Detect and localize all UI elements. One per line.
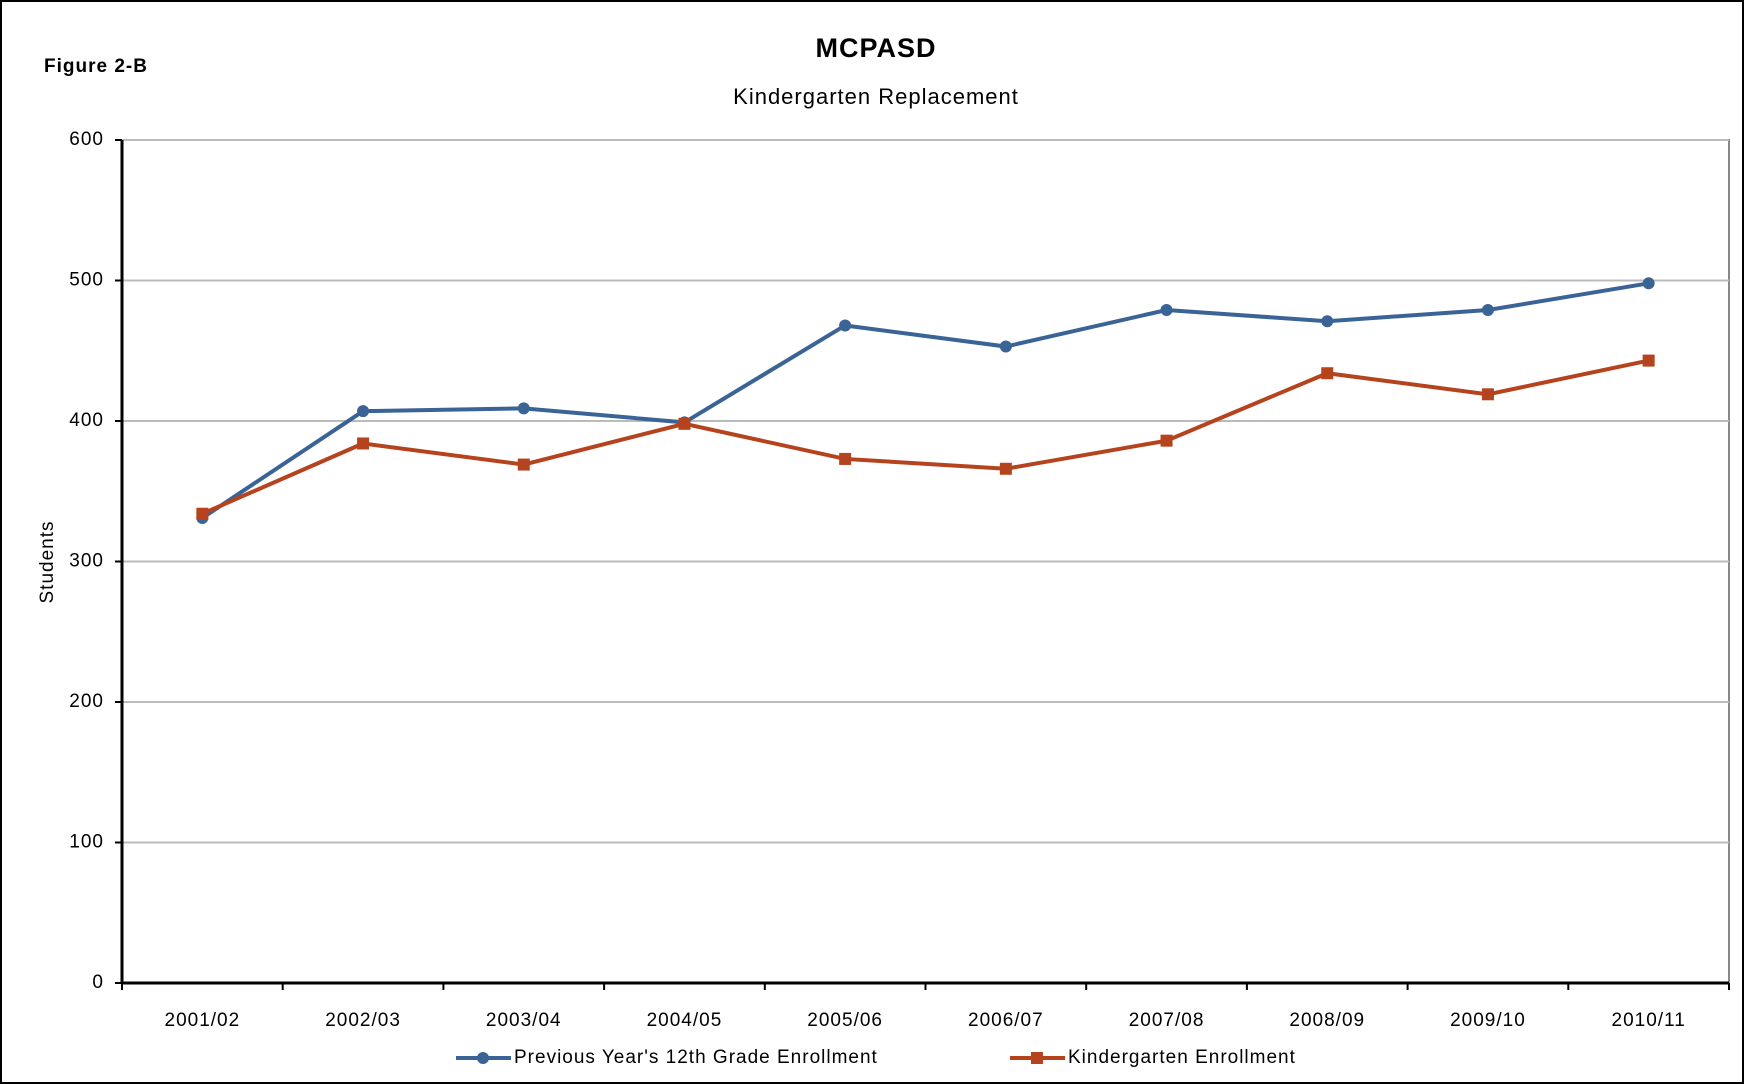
y-tick-label: 400 bbox=[69, 410, 104, 431]
y-tick-label: 500 bbox=[69, 270, 104, 291]
figure-label: Figure 2-B bbox=[44, 56, 148, 77]
legend-marker bbox=[477, 1052, 489, 1064]
y-axis-label: Students bbox=[37, 521, 58, 604]
series-line bbox=[201, 358, 1650, 516]
marker bbox=[517, 458, 530, 471]
marker bbox=[1321, 367, 1334, 380]
marker bbox=[1481, 304, 1494, 317]
x-tick-label: 2004/05 bbox=[647, 1010, 723, 1031]
y-tick-label: 600 bbox=[69, 129, 104, 150]
x-tick-label: 2008/09 bbox=[1289, 1010, 1365, 1031]
marker bbox=[1160, 434, 1173, 447]
y-tick-label: 300 bbox=[69, 551, 104, 572]
legend-marker bbox=[1031, 1052, 1043, 1064]
marker bbox=[839, 319, 852, 332]
marker bbox=[999, 462, 1012, 475]
x-tick-label: 2007/08 bbox=[1129, 1010, 1205, 1031]
marker bbox=[839, 452, 852, 465]
y-tick-label: 100 bbox=[69, 832, 104, 853]
y-tick-label: 200 bbox=[69, 691, 104, 712]
legend-label: Previous Year's 12th Grade Enrollment bbox=[514, 1047, 878, 1068]
marker bbox=[196, 507, 209, 520]
x-tick-label: 2005/06 bbox=[807, 1010, 883, 1031]
x-tick-label: 2002/03 bbox=[325, 1010, 401, 1031]
chart-subtitle: Kindergarten Replacement bbox=[733, 84, 1019, 109]
marker bbox=[357, 437, 370, 450]
marker bbox=[1642, 354, 1655, 367]
marker bbox=[678, 417, 691, 430]
x-tick-label: 2006/07 bbox=[968, 1010, 1044, 1031]
x-tick-label: 2010/11 bbox=[1612, 1010, 1686, 1031]
x-tick-label: 2003/04 bbox=[486, 1010, 562, 1031]
marker bbox=[1321, 315, 1334, 328]
marker bbox=[1481, 388, 1494, 401]
y-tick-label: 0 bbox=[92, 972, 104, 993]
chart-title: MCPASD bbox=[815, 33, 936, 63]
marker bbox=[1642, 277, 1655, 290]
marker bbox=[517, 402, 530, 415]
marker bbox=[1160, 304, 1173, 317]
x-tick-label: 2001/02 bbox=[165, 1010, 241, 1031]
legend-label: Kindergarten Enrollment bbox=[1068, 1047, 1296, 1068]
marker bbox=[357, 405, 370, 418]
x-tick-label: 2009/10 bbox=[1450, 1010, 1526, 1031]
marker bbox=[999, 340, 1012, 353]
series-line bbox=[201, 281, 1649, 520]
